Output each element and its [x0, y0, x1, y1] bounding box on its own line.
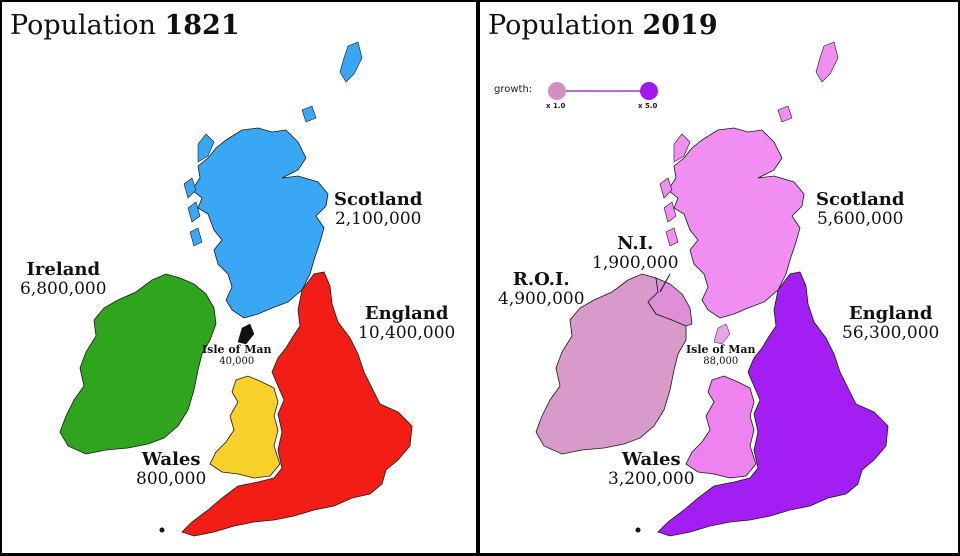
legend-high-dot	[640, 82, 658, 100]
label-wales: Wales 3,200,000	[608, 449, 695, 489]
label-wales: Wales 800,000	[136, 449, 207, 489]
panel-title: Population 1821	[10, 10, 240, 41]
label-england: England 10,400,000	[358, 303, 456, 343]
map-panel-1821: Population 1821 Scotland 2,100,000 Irela…	[2, 2, 476, 553]
british-isles-map-2019	[535, 41, 889, 537]
label-scotland: Scotland 2,100,000	[334, 189, 423, 229]
region-scotland-northern-isles	[301, 41, 363, 123]
label-ireland: Ireland 6,800,000	[20, 259, 107, 299]
label-ni: N.I. 1,900,000	[592, 233, 679, 273]
label-scotland: Scotland 5,600,000	[816, 189, 905, 229]
region-england	[181, 271, 413, 537]
region-england	[657, 271, 889, 537]
region-wales	[209, 375, 281, 479]
label-roi: R.O.I. 4,900,000	[498, 269, 585, 309]
region-scotland	[191, 127, 329, 319]
growth-legend: growth: x 1.0 x 5.0	[494, 80, 664, 114]
panel-title: Population 2019	[488, 10, 718, 41]
legend-low-label: x 1.0	[546, 102, 566, 110]
legend-high-label: x 5.0	[638, 102, 658, 110]
region-scotland-northern-isles	[777, 41, 839, 123]
legend-line	[556, 90, 648, 92]
region-scotland	[667, 127, 805, 319]
map-panel-2019: Population 2019 growth: x 1.0 x 5.0 Scot…	[480, 2, 958, 553]
isles-of-scilly	[159, 527, 165, 533]
region-ireland	[59, 273, 217, 455]
label-isle-of-man: Isle of Man 40,000	[202, 343, 272, 368]
label-england: England 56,300,000	[842, 303, 940, 343]
legend-low-dot	[548, 82, 566, 100]
legend-label: growth:	[494, 84, 533, 95]
region-wales	[685, 375, 757, 479]
region-scotland-hebrides	[183, 133, 215, 247]
label-isle-of-man: Isle of Man 88,000	[686, 343, 756, 368]
region-scotland-hebrides	[659, 133, 691, 247]
isles-of-scilly	[635, 527, 641, 533]
ni-leader-line	[659, 273, 671, 293]
british-isles-map-1821	[59, 41, 413, 537]
region-isle-of-man	[713, 323, 731, 345]
region-isle-of-man	[237, 323, 255, 345]
region-ni	[647, 277, 693, 327]
